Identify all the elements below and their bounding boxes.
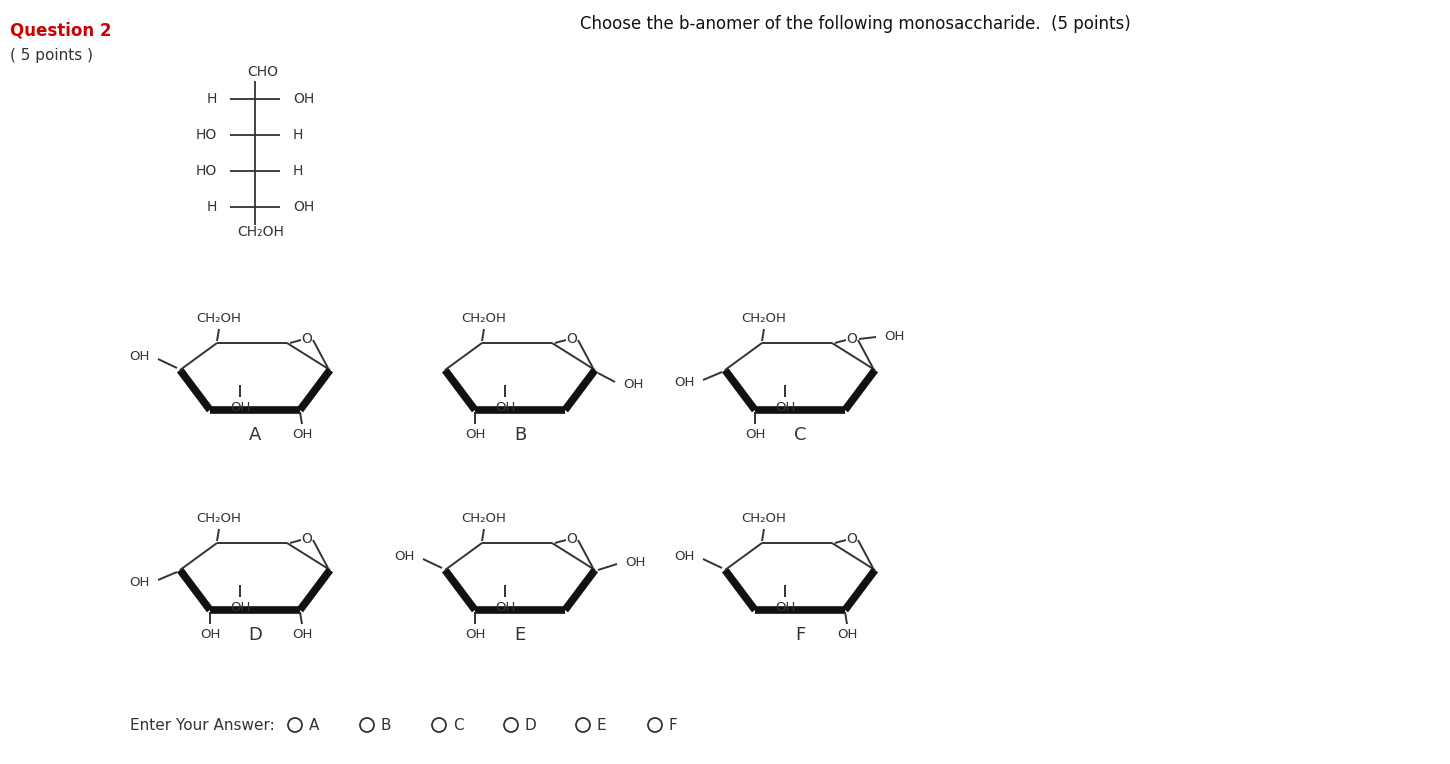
Text: HO: HO <box>196 128 217 142</box>
Text: OH: OH <box>129 575 149 588</box>
Text: OH: OH <box>394 549 415 562</box>
Text: H: H <box>293 128 303 142</box>
Text: OH: OH <box>293 92 315 106</box>
Text: E: E <box>515 626 525 644</box>
Text: OH: OH <box>674 375 695 389</box>
Text: H: H <box>206 200 218 214</box>
Text: Choose the b-anomer of the following monosaccharide.  (5 points): Choose the b-anomer of the following mon… <box>580 15 1131 33</box>
Text: OH: OH <box>293 200 315 214</box>
Text: CHO: CHO <box>248 65 278 79</box>
Text: A: A <box>249 426 261 444</box>
Text: O: O <box>302 332 312 346</box>
Text: A: A <box>309 717 319 733</box>
Text: OH: OH <box>625 555 645 568</box>
Text: OH: OH <box>129 349 149 362</box>
Text: OH: OH <box>465 628 486 641</box>
Text: F: F <box>795 626 805 644</box>
Text: CH₂OH: CH₂OH <box>461 312 506 325</box>
Text: OH: OH <box>465 428 486 441</box>
Text: F: F <box>668 717 677 733</box>
Text: OH: OH <box>624 377 644 390</box>
Text: O: O <box>567 332 577 346</box>
Text: OH: OH <box>494 401 515 414</box>
Text: D: D <box>248 626 262 644</box>
Text: OH: OH <box>837 628 857 641</box>
Text: O: O <box>567 532 577 546</box>
Text: B: B <box>513 426 526 444</box>
Text: O: O <box>847 532 857 546</box>
Text: H: H <box>293 164 303 178</box>
Text: CH₂OH: CH₂OH <box>197 312 242 325</box>
Text: OH: OH <box>494 601 515 614</box>
Text: OH: OH <box>200 628 220 641</box>
Text: OH: OH <box>774 401 795 414</box>
Text: OH: OH <box>291 628 312 641</box>
Text: HO: HO <box>196 164 217 178</box>
Text: OH: OH <box>774 601 795 614</box>
Text: C: C <box>452 717 464 733</box>
Text: OH: OH <box>745 428 766 441</box>
Text: OH: OH <box>291 428 312 441</box>
Text: CH₂OH: CH₂OH <box>741 512 786 525</box>
Text: CH₂OH: CH₂OH <box>238 225 284 239</box>
Text: Question 2: Question 2 <box>10 22 112 40</box>
Text: CH₂OH: CH₂OH <box>741 312 786 325</box>
Text: CH₂OH: CH₂OH <box>197 512 242 525</box>
Text: OH: OH <box>229 601 251 614</box>
Text: OH: OH <box>229 401 251 414</box>
Text: Enter Your Answer:: Enter Your Answer: <box>130 717 274 733</box>
Text: C: C <box>793 426 806 444</box>
Text: OH: OH <box>674 549 695 562</box>
Text: O: O <box>847 332 857 346</box>
Text: O: O <box>302 532 312 546</box>
Text: E: E <box>597 717 606 733</box>
Text: B: B <box>381 717 392 733</box>
Text: D: D <box>525 717 536 733</box>
Text: OH: OH <box>884 329 905 342</box>
Text: ( 5 points ): ( 5 points ) <box>10 48 93 63</box>
Text: CH₂OH: CH₂OH <box>461 512 506 525</box>
Text: H: H <box>206 92 218 106</box>
